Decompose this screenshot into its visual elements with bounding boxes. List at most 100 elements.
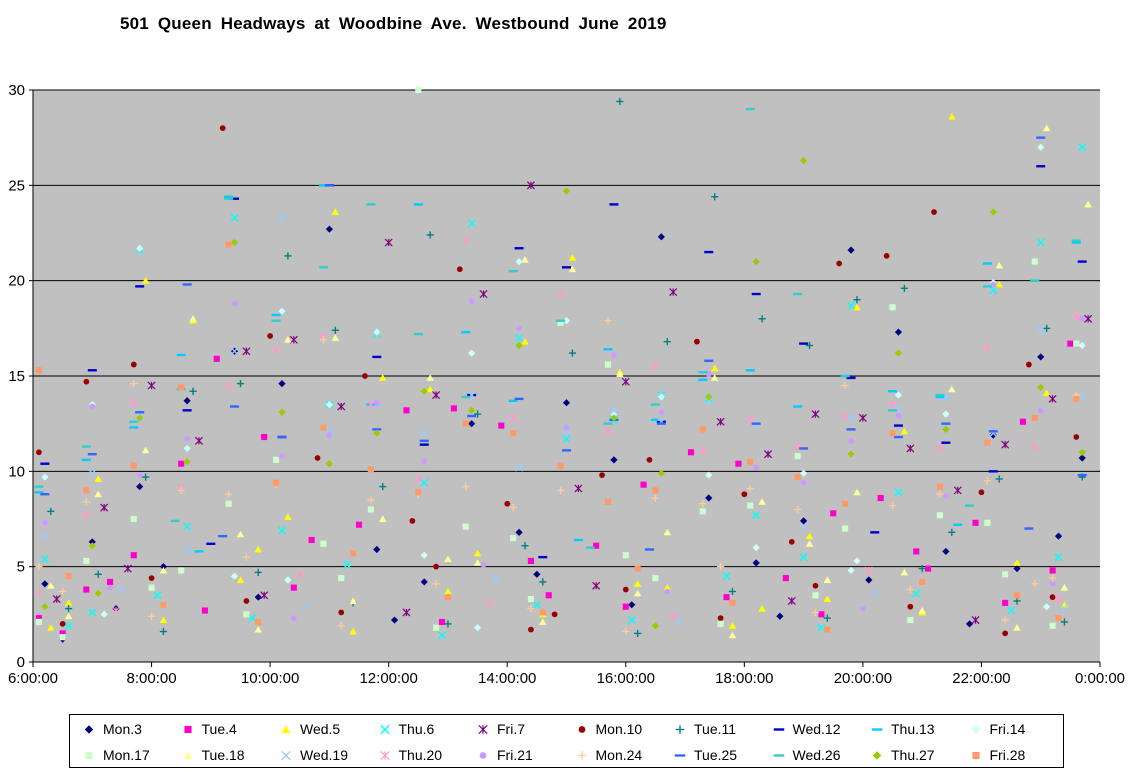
data-point	[935, 444, 944, 453]
data-point	[694, 338, 700, 345]
data-point	[182, 283, 192, 286]
data-point	[213, 355, 220, 362]
data-point	[52, 595, 61, 604]
data-point	[444, 587, 452, 595]
data-point	[1055, 615, 1062, 622]
data-point	[35, 618, 42, 626]
data-point	[366, 203, 376, 206]
data-point	[326, 432, 333, 438]
data-point	[657, 233, 665, 241]
data-point	[1031, 414, 1038, 422]
legend-item-thu-6: Thu.6	[370, 721, 469, 737]
data-point	[611, 352, 617, 358]
legend-item-thu-27: Thu.27	[862, 747, 961, 763]
data-point	[907, 603, 914, 610]
data-point	[479, 751, 487, 759]
data-point	[295, 570, 304, 579]
dash-marker-icon	[674, 753, 686, 757]
data-point	[752, 511, 761, 520]
data-point	[782, 575, 789, 582]
data-point	[812, 592, 819, 599]
series-Fri.14	[41, 143, 1086, 632]
data-point	[941, 441, 951, 444]
legend-label: Wed.5	[300, 721, 341, 737]
data-point	[557, 319, 564, 326]
legend-label: Tue.4	[201, 721, 237, 737]
data-point	[284, 336, 292, 343]
data-point	[510, 430, 517, 437]
x-tick-label: 14:00:00	[478, 670, 536, 687]
data-point	[1060, 584, 1069, 591]
data-point	[753, 464, 760, 471]
data-point	[1006, 606, 1016, 615]
data-point	[461, 236, 470, 245]
legend-label: Wed.19	[300, 747, 348, 763]
x-tick-label: 8:00:00	[127, 670, 177, 687]
data-point	[1078, 448, 1086, 456]
data-point	[1060, 604, 1069, 613]
data-point	[982, 285, 992, 288]
data-point	[847, 246, 855, 254]
series-Tue.4	[35, 340, 1074, 637]
data-point	[40, 532, 49, 541]
data-point	[663, 528, 672, 536]
triangle-marker-icon	[281, 724, 291, 733]
data-point	[148, 575, 155, 581]
data-point	[467, 414, 477, 418]
data-point	[468, 349, 476, 357]
data-point	[972, 519, 979, 526]
data-point	[136, 414, 144, 422]
data-point	[468, 406, 476, 414]
data-point	[378, 374, 387, 381]
data-point	[516, 325, 522, 332]
data-point	[141, 446, 150, 454]
data-point	[1049, 594, 1056, 601]
data-point	[462, 523, 469, 530]
data-point	[201, 607, 208, 614]
data-point	[444, 555, 452, 562]
x-tick-label: 20:00:00	[834, 670, 892, 687]
data-point	[420, 387, 428, 395]
data-point	[85, 751, 93, 759]
data-point	[59, 620, 66, 627]
data-point	[367, 466, 374, 473]
data-point	[178, 384, 185, 391]
data-point	[88, 542, 96, 550]
data-point	[965, 620, 974, 628]
data-point	[747, 502, 754, 509]
legend-item-fri-14: Fri.14	[961, 721, 1060, 737]
data-point	[652, 575, 659, 582]
data-point	[514, 247, 524, 250]
data-point	[111, 606, 121, 615]
data-point	[242, 347, 251, 356]
scatter-plot-area: 0 5 10 15 20 25 30 6:00:00 8:00:00 10:00:00 12:00:…	[8, 82, 1125, 687]
data-point	[65, 573, 72, 580]
legend-label: Mon.17	[103, 747, 150, 763]
data-point	[194, 550, 204, 553]
dash-marker-icon	[773, 753, 784, 757]
data-point	[948, 113, 956, 120]
data-point	[830, 510, 837, 517]
data-point	[793, 292, 803, 296]
data-point	[1054, 553, 1063, 562]
data-point	[159, 566, 168, 574]
data-point	[858, 413, 867, 422]
data-point	[284, 576, 292, 584]
data-point	[941, 422, 951, 425]
data-point	[752, 559, 760, 567]
data-point	[705, 393, 713, 401]
data-point	[527, 596, 534, 603]
x-tick-label: 18:00:00	[715, 670, 773, 687]
x-marker-icon	[281, 750, 291, 760]
legend-label: Thu.6	[398, 721, 435, 737]
data-point	[81, 445, 91, 448]
data-point	[419, 443, 429, 446]
data-point	[817, 623, 826, 632]
data-point	[746, 415, 755, 424]
data-point	[773, 727, 784, 731]
star-marker-icon	[478, 724, 488, 734]
data-point	[437, 631, 447, 640]
data-point	[362, 373, 368, 379]
data-point	[230, 238, 239, 247]
square-marker-icon	[85, 751, 93, 759]
